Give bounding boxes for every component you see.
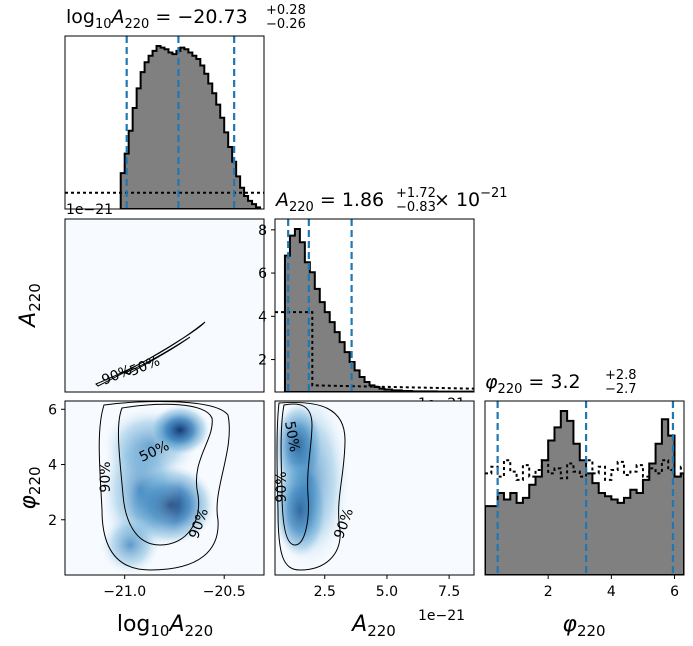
xtick-label: −21.0 [103, 584, 146, 600]
xlabel-var-sub: 220 [185, 622, 214, 640]
posterior-histogram [485, 410, 684, 575]
panel-phi220-vs-log10A220: 50% 90% 90% 246 −21.0 −20.5 φ220 log10A22… [16, 400, 265, 640]
panel-frame [64, 35, 265, 210]
title-var-sub: 220 [498, 382, 523, 397]
title-upper-error: +0.28 [266, 3, 306, 18]
xtick-label: 2 [544, 584, 553, 600]
ylabel-var: A [16, 312, 41, 329]
xlabel-var: φ [562, 612, 577, 637]
title-var-sub: 220 [125, 17, 150, 32]
xlabel-sub: 220 [367, 622, 396, 640]
yticks-A220: 2 4 6 8 [258, 223, 275, 369]
ytick-label: 2 [258, 353, 267, 369]
ytick-label: 4 [258, 309, 267, 325]
title-eq: = 3.2 [522, 371, 580, 393]
offset-label: 1e−21 [418, 608, 465, 624]
title-base: log [66, 6, 95, 28]
xticks-A220: 2.5 5.0 7.5 [314, 575, 460, 600]
title-upper-error: +1.72 [396, 186, 436, 201]
title-eq: = 1.86 [314, 189, 384, 211]
offset-label: 1e−21 [66, 202, 113, 218]
ylabel-phi220: φ220 [16, 466, 44, 509]
contour-90 [95, 321, 206, 387]
xlabel-base-sub: 10 [150, 622, 169, 640]
xlabel-var: A [167, 612, 184, 637]
xtick-label: 5.0 [376, 584, 398, 600]
title-scale-exp: −21 [480, 186, 507, 201]
posterior-histogram [119, 45, 262, 209]
panel-marginal-A220: 1e−21 A220 = 1.86 +1.72 −0.83 × 10−21 [274, 186, 508, 412]
xticks-phi220: 2 4 6 [544, 575, 679, 600]
contour-label-50: 50% [281, 420, 302, 453]
prior-A220 [275, 311, 474, 390]
title-var: A [110, 6, 125, 28]
quantile-lines-A220 [287, 219, 353, 392]
title-base-sub: 10 [95, 17, 112, 32]
title-upper-error: +2.8 [605, 368, 637, 383]
title-phi220: φ220 = 3.2 [485, 371, 581, 397]
title-var-sub: 220 [289, 200, 314, 215]
title-var: φ [485, 371, 498, 393]
prior-line [275, 311, 474, 390]
panel-marginal-log10A220: 1e−21 log10A220 = −20.73 +0.28 −0.26 [64, 3, 306, 218]
title-lower-error: −2.7 [605, 382, 637, 397]
ylabel-A220: A220 [16, 283, 44, 329]
panel-frame [274, 400, 475, 576]
title-var: A [274, 189, 289, 211]
xtick-label: 7.5 [438, 584, 460, 600]
xlabel-base: log [117, 612, 151, 637]
contour-50 [117, 403, 213, 546]
panel-frame [64, 218, 265, 393]
ylabel-sub: 220 [26, 283, 44, 312]
panel-frame [64, 400, 265, 576]
ytick-label: 4 [48, 458, 57, 474]
contour-50 [280, 403, 313, 546]
ylabel-var: φ [16, 495, 41, 510]
panel-frame [274, 218, 475, 393]
title-lower-error: −0.83 [396, 200, 436, 215]
xtick-label: 4 [607, 584, 616, 600]
xlabel-sub: 220 [577, 622, 606, 640]
xlabel-log10A220: log10A220 [117, 612, 213, 640]
ytick-label: 6 [48, 402, 57, 418]
contour-label-90-left: 90% [274, 471, 290, 502]
title-A220: A220 = 1.86 [274, 189, 384, 215]
ytick-label: 2 [48, 513, 57, 529]
density-phi-A [275, 401, 350, 570]
xtick-label: 2.5 [314, 584, 336, 600]
posterior-histogram [283, 228, 474, 392]
panel-phi220-vs-A220: 50% 90% 90% 2.5 5.0 7.5 1e−21 A220 [274, 400, 475, 640]
xlabel-var: A [350, 612, 367, 637]
contour-50 [123, 336, 191, 375]
histogram-A220 [283, 228, 474, 392]
histogram-log10A220 [119, 45, 262, 209]
xtick-label: 6 [670, 584, 679, 600]
quantile-lines-phi220 [496, 401, 675, 575]
ytick-label: 6 [258, 266, 267, 282]
xticks-log10A220: −21.0 −20.5 [103, 575, 246, 600]
contour-label-90-left: 90% [98, 461, 114, 492]
xlabel-A220: A220 [350, 612, 396, 640]
contour-90 [276, 401, 346, 571]
quantile-lines-log10A220 [125, 36, 236, 209]
panel-frame [484, 400, 685, 576]
ytick-label: 8 [258, 223, 267, 239]
title-lower-error: −0.26 [266, 17, 306, 32]
title-eq: = −20.73 [149, 6, 247, 28]
title-scale-base: × 10 [434, 189, 480, 211]
title-log10A220: log10A220 = −20.73 [66, 6, 248, 32]
contour-90 [98, 400, 230, 571]
xlabel-phi220: φ220 [562, 612, 605, 640]
title-scale: × 10−21 [434, 186, 508, 211]
histogram-phi220 [485, 410, 684, 575]
ylabel-sub: 220 [26, 466, 44, 495]
density-phi-log10A [100, 405, 215, 575]
xtick-label: −20.5 [203, 584, 246, 600]
yticks-phi220: 2 4 6 [48, 402, 65, 529]
